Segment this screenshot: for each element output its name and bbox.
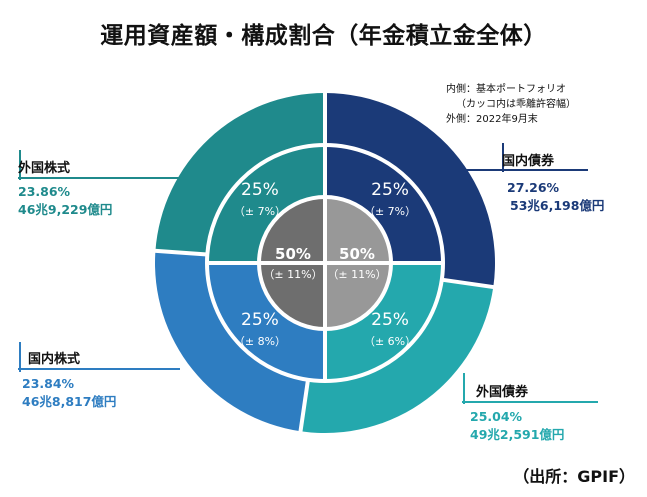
- legend-foreign-bonds-amount: 49兆2,591億円: [470, 427, 565, 442]
- ring-separator-inner: [257, 195, 393, 331]
- chart-title: 運用資産額・構成割合（年金積立金全体）: [100, 23, 547, 49]
- legend-foreign-stocks-name: 外国株式: [18, 161, 71, 176]
- chart-note: 内側：基本ポートフォリオ （カッコ内は乖離許容幅） 外側：2022年9月末: [446, 82, 576, 127]
- middle-label-foreign-bonds-band: （± 6%）: [364, 335, 416, 348]
- middle-slice-foreign-stocks: [207, 145, 325, 263]
- center-label-bonds-band: （± 11%）: [327, 268, 386, 281]
- outer-divider-1: [441, 277, 495, 290]
- outer-divider-3: [154, 248, 208, 257]
- ring-separator-outer: [205, 143, 445, 383]
- legend-foreign-bonds-percent: 25.04%: [470, 409, 523, 424]
- legend-foreign-stocks-percent: 23.86%: [18, 184, 71, 199]
- middle-label-foreign-stocks-pct: 25%: [241, 180, 279, 200]
- legend-domestic-stocks-percent: 23.84%: [22, 376, 75, 391]
- middle-slice-foreign-bonds: [325, 263, 443, 381]
- note-outer-label: 外側：2022年9月末: [446, 114, 538, 125]
- legend-foreign-bonds-name: 外国債券: [476, 385, 529, 400]
- legend-domestic-stocks: 国内株式 23.84% 46兆8,817億円: [22, 348, 116, 411]
- legend-foreign-stocks-amount: 46兆9,229億円: [18, 202, 113, 217]
- center-label-bonds-pct: 50%: [339, 245, 375, 263]
- middle-slice-domestic-stocks: [207, 263, 325, 381]
- legend-foreign-bonds: 外国債券 25.04% 49兆2,591億円: [470, 381, 564, 444]
- legend-domestic-stocks-amount: 46兆8,817億円: [22, 394, 117, 409]
- middle-slice-domestic-bonds: [325, 145, 443, 263]
- note-band-label: （カッコ内は乖離許容幅）: [456, 99, 576, 110]
- outer-slice-domestic-stocks: [155, 250, 309, 432]
- middle-label-foreign-bonds-pct: 25%: [371, 310, 409, 330]
- middle-label-domestic-bonds-pct: 25%: [371, 180, 409, 200]
- outer-slice-foreign-stocks: [155, 93, 325, 255]
- legend-domestic-bonds-percent: 27.26%: [507, 180, 560, 195]
- source-credit: （出所：GPIF）: [513, 467, 635, 486]
- legend-domestic-bonds: 国内債券 27.26% 53兆6,198億円: [462, 150, 604, 215]
- legend-domestic-bonds-name: 国内債券: [502, 154, 555, 169]
- middle-label-domestic-stocks-pct: 25%: [241, 310, 279, 330]
- middle-label-domestic-stocks-band: （± 8%）: [234, 335, 286, 348]
- note-inner-label: 内側：基本ポートフォリオ: [446, 84, 566, 95]
- outer-divider-2: [298, 379, 310, 433]
- outer-slice-foreign-bonds: [300, 279, 494, 433]
- middle-label-foreign-stocks-band: （± 7%）: [234, 205, 286, 218]
- legend-foreign-stocks: 外国株式 23.86% 46兆9,229億円: [18, 157, 112, 219]
- outer-slice-domestic-bonds: [325, 93, 496, 288]
- center-label-stocks-band: （± 11%）: [263, 268, 322, 281]
- middle-label-domestic-bonds-band: （± 7%）: [364, 205, 416, 218]
- center-label-stocks-pct: 50%: [275, 245, 311, 263]
- legend-domestic-bonds-amount: 53兆6,198億円: [510, 198, 605, 213]
- legend-domestic-stocks-name: 国内株式: [28, 352, 81, 367]
